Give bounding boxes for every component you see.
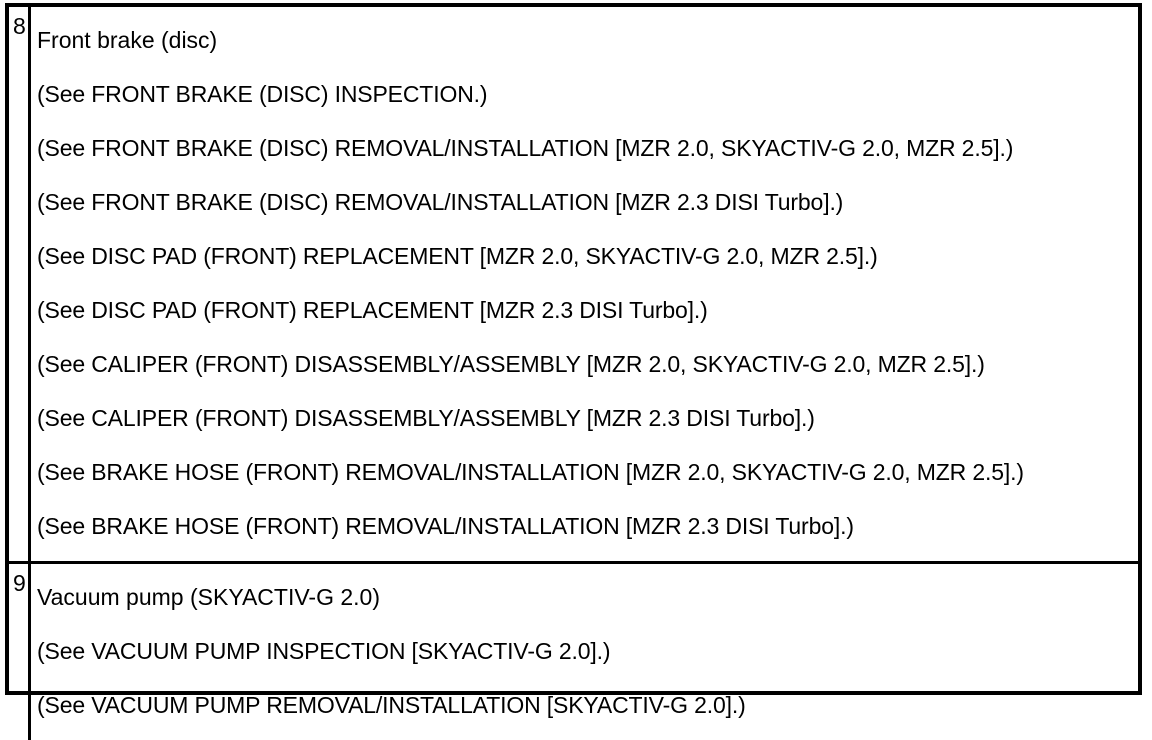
reference-line: (See FRONT BRAKE (DISC) REMOVAL/INSTALLA… <box>37 189 844 215</box>
row-number-cell: 8 <box>9 7 31 561</box>
reference-line: (See FRONT BRAKE (DISC) REMOVAL/INSTALLA… <box>37 135 1014 161</box>
reference-line: (See VACUUM PUMP REMOVAL/INSTALLATION [S… <box>37 692 746 718</box>
reference-line: (See FRONT BRAKE (DISC) INSPECTION.) <box>37 81 488 107</box>
reference-line: (See BRAKE HOSE (FRONT) REMOVAL/INSTALLA… <box>37 459 1024 485</box>
maintenance-table: 8 Front brake (disc) (See FRONT BRAKE (D… <box>5 3 1142 740</box>
reference-line: (See DISC PAD (FRONT) REPLACEMENT [MZR 2… <box>37 243 878 269</box>
row-title: Vacuum pump (SKYACTIV-G 2.0) <box>37 584 380 610</box>
row-number: 9 <box>13 570 26 596</box>
table-row: 9 Vacuum pump (SKYACTIV-G 2.0) (See VACU… <box>9 561 1138 740</box>
reference-line: (See VACUUM PUMP INSPECTION [SKYACTIV-G … <box>37 638 611 664</box>
reference-line: (See CALIPER (FRONT) DISASSEMBLY/ASSEMBL… <box>37 351 985 377</box>
reference-line: (See DISC PAD (FRONT) REPLACEMENT [MZR 2… <box>37 297 708 323</box>
reference-line: (See BRAKE HOSE (FRONT) REMOVAL/INSTALLA… <box>37 513 854 539</box>
document-page: 8 Front brake (disc) (See FRONT BRAKE (D… <box>5 3 1142 740</box>
row-content-cell: Vacuum pump (SKYACTIV-G 2.0) (See VACUUM… <box>31 564 1138 740</box>
table-row: 8 Front brake (disc) (See FRONT BRAKE (D… <box>9 7 1138 561</box>
row-number: 8 <box>13 13 26 39</box>
row-number-cell: 9 <box>9 564 31 740</box>
reference-line: (See CALIPER (FRONT) DISASSEMBLY/ASSEMBL… <box>37 405 815 431</box>
row-content-cell: Front brake (disc) (See FRONT BRAKE (DIS… <box>31 7 1138 561</box>
row-title: Front brake (disc) <box>37 27 218 53</box>
